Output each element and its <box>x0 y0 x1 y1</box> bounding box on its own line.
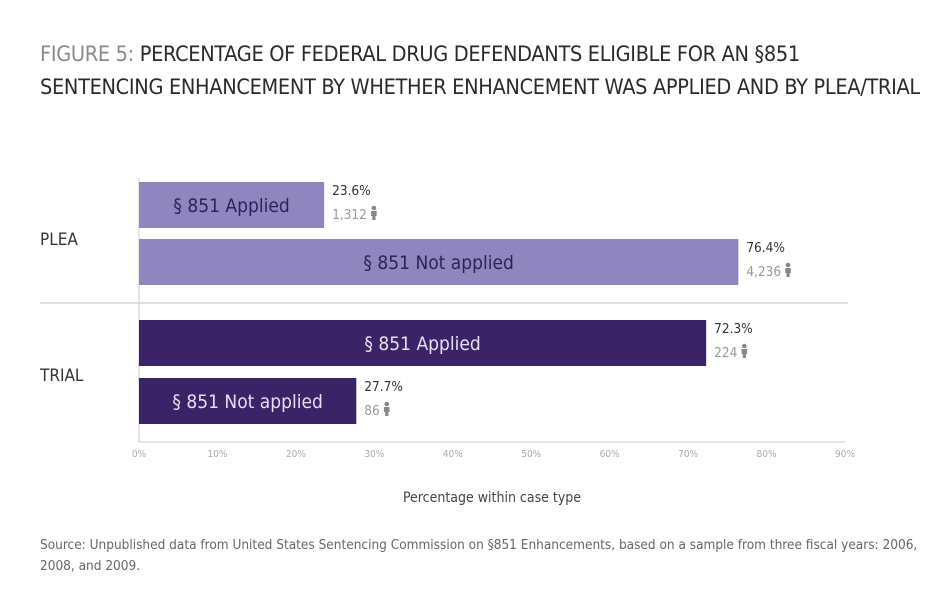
x-tick-label: 90% <box>835 449 855 460</box>
chart-title: FIGURE 5: PERCENTAGE OF FEDERAL DRUG DEF… <box>40 38 920 104</box>
x-tick-label: 30% <box>364 449 384 460</box>
x-axis-label: Percentage within case type <box>403 490 581 506</box>
person-icon <box>785 268 791 277</box>
person-icon <box>371 205 377 211</box>
group-label: PLEA <box>40 230 78 250</box>
value-label: 72.3% <box>714 321 753 337</box>
x-tick-label: 40% <box>443 449 463 460</box>
bar-label: § 851 Not applied <box>172 391 322 413</box>
x-tick-label: 10% <box>207 449 227 460</box>
bar <box>139 182 325 228</box>
person-icon <box>785 262 791 268</box>
bar-label: § 851 Not applied <box>363 252 513 274</box>
bar-label: § 851 Applied <box>364 333 480 355</box>
figure-number: FIGURE 5: <box>40 42 134 67</box>
count-label: 4,236 <box>746 264 781 280</box>
person-icon <box>371 211 377 220</box>
person-icon <box>384 401 390 407</box>
title-text: PERCENTAGE OF FEDERAL DRUG DEFENDANTS EL… <box>40 42 920 100</box>
person-icon <box>741 349 748 358</box>
person-icon <box>383 407 390 416</box>
value-label: 23.6% <box>332 183 371 199</box>
value-label: 76.4% <box>746 240 785 256</box>
x-tick-label: 60% <box>600 449 620 460</box>
x-tick-label: 70% <box>678 449 698 460</box>
bar <box>139 239 739 285</box>
x-tick-label: 20% <box>286 449 306 460</box>
group-label: TRIAL <box>39 366 84 386</box>
bar <box>139 378 357 424</box>
source-note: Source: Unpublished data from United Sta… <box>40 537 918 574</box>
bar <box>139 320 707 366</box>
count-label: 86 <box>364 403 379 419</box>
x-tick-label: 80% <box>757 449 777 460</box>
count-label: 1,312 <box>332 207 367 223</box>
value-label: 27.7% <box>364 379 403 395</box>
person-icon <box>742 343 747 349</box>
x-tick-label: 50% <box>521 449 541 460</box>
count-label: 224 <box>714 345 737 361</box>
bar-label: § 851 Applied <box>173 195 289 217</box>
x-tick-label: 0% <box>132 449 147 460</box>
